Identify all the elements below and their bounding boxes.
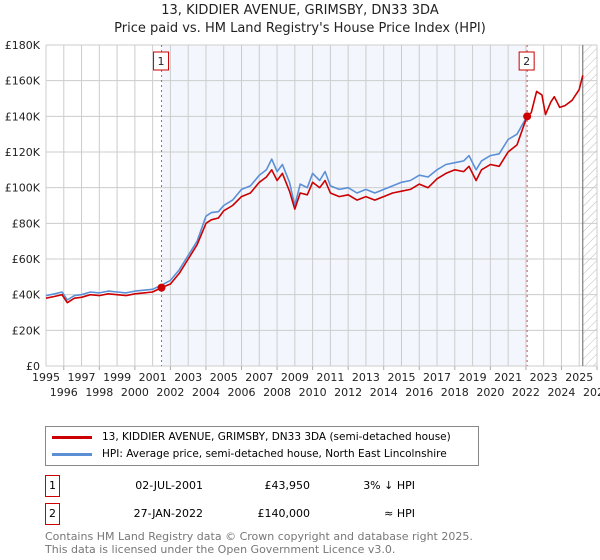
- x-tick-label: 2017: [423, 371, 451, 384]
- price-paid-line: [45, 75, 584, 304]
- x-tick-label: 1998: [85, 386, 113, 399]
- x-tick-label: 2003: [174, 371, 202, 384]
- transaction-hpi: 3% ↓ HPI: [363, 479, 415, 492]
- footer-licence: This data is licensed under the Open Gov…: [45, 543, 396, 556]
- transaction-date: 27-JAN-2022: [133, 507, 203, 520]
- x-tick-label: 2000: [121, 386, 149, 399]
- x-tick-label: 1997: [68, 371, 96, 384]
- x-tick-label: 2008: [263, 386, 291, 399]
- x-tick-label: 2015: [387, 371, 415, 384]
- y-tick-label: £0: [26, 360, 40, 373]
- x-tick-label: 1999: [103, 371, 131, 384]
- chart-title: 13, KIDDIER AVENUE, GRIMSBY, DN33 3DA: [161, 3, 439, 18]
- x-tick-label: 2006: [228, 386, 256, 399]
- x-tick-label: 2014: [370, 386, 398, 399]
- x-tick-label: 2022: [512, 386, 540, 399]
- sale-marker-box: [153, 51, 170, 71]
- hpi-line: [45, 115, 528, 301]
- transaction-price: £43,950: [264, 479, 311, 492]
- legend-swatch-property: [52, 436, 92, 439]
- x-tick-label: 2001: [139, 371, 167, 384]
- transaction-hpi: ≈ HPI: [384, 507, 415, 520]
- sale-marker-label: 1: [158, 55, 165, 68]
- x-tick-label: 1995: [32, 371, 60, 384]
- y-tick-label: £60K: [12, 253, 41, 266]
- x-tick-label: 2019: [459, 371, 487, 384]
- price-chart: 1995 1996 1997 1998 1999 2000 2001 2002 2003 2004…: [5, 39, 600, 399]
- legend-label-hpi: HPI: Average price, semi-detached house,…: [102, 448, 447, 460]
- y-tick-label: £40K: [12, 289, 41, 302]
- x-tick-label: 2013: [352, 371, 380, 384]
- x-tick-label: 2024: [547, 386, 575, 399]
- y-tick-label: £80K: [12, 217, 41, 230]
- legend-swatch-hpi: [52, 453, 92, 456]
- sale-point: [523, 112, 532, 121]
- transaction-price: £140,000: [257, 507, 311, 520]
- x-tick-label: 2023: [530, 371, 558, 384]
- sale-marker-box: [518, 51, 535, 71]
- y-tick-label: £180K: [5, 39, 41, 52]
- chart-subtitle: Price paid vs. HM Land Registry's House …: [114, 21, 486, 36]
- x-tick-label: 2010: [299, 386, 327, 399]
- x-tick-label: 2005: [210, 371, 238, 384]
- y-tick-label: £160K: [5, 75, 41, 88]
- x-tick-label: 1996: [50, 386, 78, 399]
- x-tick-label: 2012: [334, 386, 362, 399]
- y-tick-label: £20K: [12, 324, 41, 337]
- footer-copyright: Contains HM Land Registry data © Crown c…: [45, 530, 473, 543]
- shaded-ownership-period: [161, 45, 528, 366]
- sale-marker-label: 2: [523, 55, 530, 68]
- x-tick-label: 2011: [316, 371, 344, 384]
- transaction-date: 02-JUL-2001: [135, 479, 203, 492]
- x-tick-label: 2018: [441, 386, 469, 399]
- footer: Contains HM Land Registry data © Crown c…: [45, 530, 473, 556]
- x-tick-label: 2026: [583, 386, 600, 399]
- transaction-marker: 2: [45, 503, 60, 525]
- x-tick-label: 2025: [565, 371, 593, 384]
- transaction-marker: 1: [45, 475, 60, 497]
- legend-label-property: 13, KIDDIER AVENUE, GRIMSBY, DN33 3DA (s…: [102, 431, 451, 443]
- x-tick-label: 2016: [405, 386, 433, 399]
- future-hatch-region: [582, 45, 597, 366]
- x-tick-label: 2021: [494, 371, 522, 384]
- x-tick-label: 2007: [245, 371, 273, 384]
- sale-point: [157, 283, 166, 292]
- x-tick-label: 2004: [192, 386, 220, 399]
- x-tick-label: 2009: [281, 371, 309, 384]
- y-tick-label: £140K: [5, 110, 41, 123]
- y-tick-label: £120K: [5, 146, 41, 159]
- legend: 13, KIDDIER AVENUE, GRIMSBY, DN33 3DA (s…: [45, 426, 479, 466]
- y-tick-label: £100K: [5, 182, 41, 195]
- x-tick-label: 2020: [476, 386, 504, 399]
- x-tick-label: 2002: [156, 386, 184, 399]
